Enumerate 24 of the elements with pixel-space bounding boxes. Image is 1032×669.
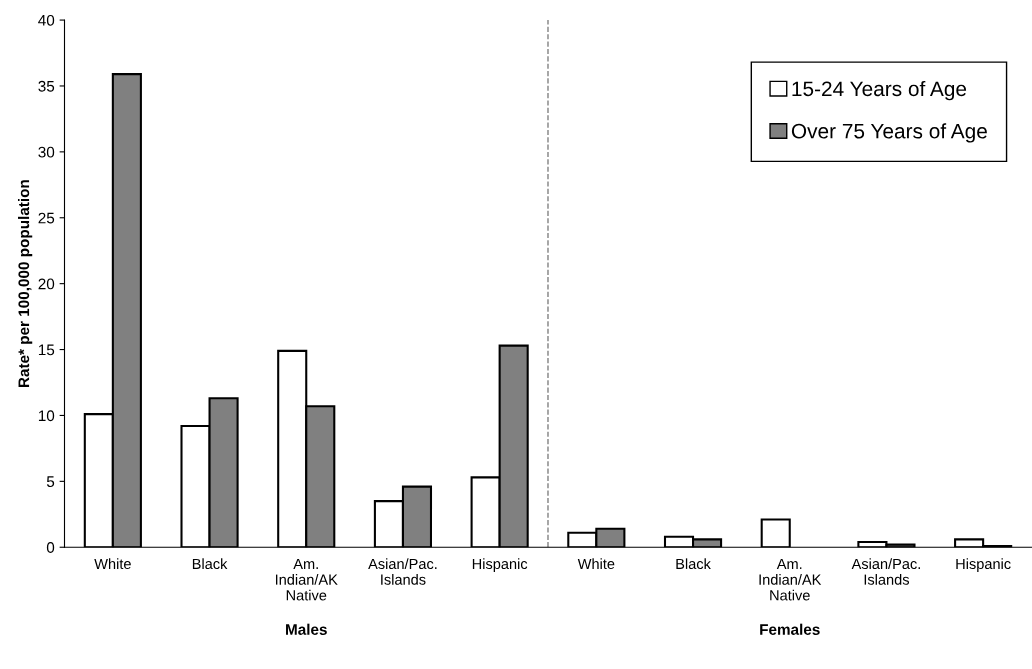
- x-tick-label: Hispanic: [956, 558, 1011, 572]
- x-tick-label: Am. Indian/AK Native: [275, 558, 338, 601]
- y-tick-label: 25: [38, 212, 55, 224]
- y-tick-label: 20: [38, 278, 55, 290]
- x-tick-label: Asian/Pac. Islands: [368, 558, 437, 585]
- text: Females: [760, 623, 820, 635]
- x-tick-label: Black: [192, 558, 228, 570]
- y-tick-label: 5: [46, 476, 55, 488]
- x-tick-label: Am. Indian/AK Native: [759, 558, 822, 601]
- y-tick-label: 30: [38, 146, 55, 158]
- y-tick-label: 0: [46, 542, 55, 553]
- x-tick-label: Asian/Pac. Islands: [851, 558, 920, 585]
- y-axis-title: Rate* per 100,000 population: [17, 180, 33, 388]
- text: Males: [286, 623, 327, 635]
- x-tick-label: White: [577, 558, 615, 570]
- y-tick-label: 35: [38, 80, 55, 92]
- y-tick-label: 15: [38, 344, 55, 356]
- x-tick-label: White: [94, 558, 131, 570]
- y-tick-label: 40: [38, 14, 55, 26]
- legend-label: 15-24 Years of Age: [792, 80, 967, 101]
- legend-label: Over 75 Years of Age: [791, 123, 987, 143]
- x-tick-label: Hispanic: [472, 558, 528, 572]
- x-tick-label: Black: [676, 558, 711, 570]
- y-tick-label: 10: [38, 410, 55, 422]
